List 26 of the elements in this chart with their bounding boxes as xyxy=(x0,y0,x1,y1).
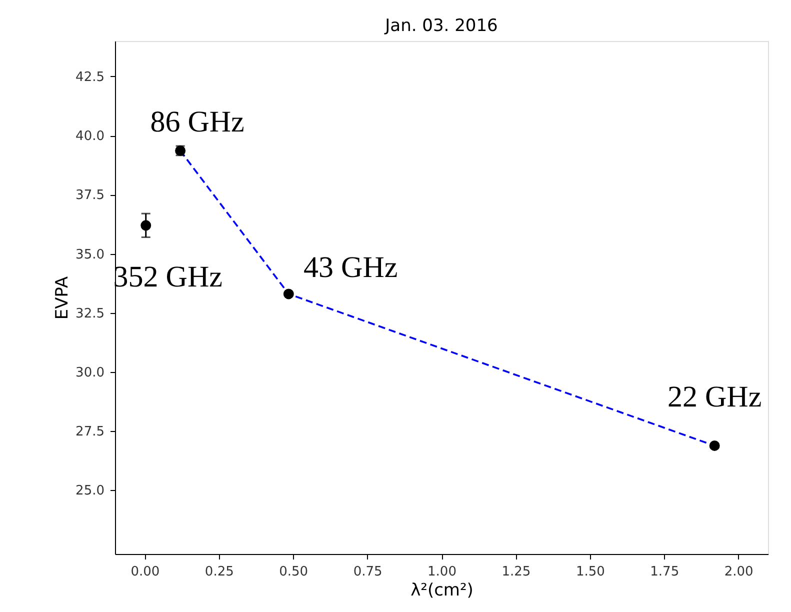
x-tick-label: 1.75 xyxy=(650,564,680,580)
y-tick-label: 25.0 xyxy=(76,484,104,499)
x-tick-label: 2.00 xyxy=(724,564,754,580)
y-tick-label: 40.0 xyxy=(76,129,104,144)
point xyxy=(709,440,720,451)
annotation: 22 GHz xyxy=(667,380,762,414)
x-tick-label: 0.25 xyxy=(204,564,234,580)
y-tick-label: 27.5 xyxy=(76,424,104,440)
annotation: 43 GHz xyxy=(304,250,398,284)
point xyxy=(140,220,152,231)
x-tick-label: 0.00 xyxy=(130,564,160,580)
y-tick-label: 37.5 xyxy=(76,188,104,204)
x-axis-title: λ²(cm²) xyxy=(410,580,474,600)
chart-title: Jan. 03. 2016 xyxy=(384,16,498,36)
x-tick-label: 1.50 xyxy=(576,564,605,580)
x-tick-label: 0.75 xyxy=(353,564,382,580)
y-tick-label: 32.5 xyxy=(76,306,104,322)
y-tick-label: 35.0 xyxy=(76,247,104,262)
annotation: 86 GHz xyxy=(150,106,244,139)
y-tick-label: 42.5 xyxy=(76,70,104,85)
x-tick-label: 1.25 xyxy=(502,564,531,580)
y-axis-title: EVPA xyxy=(52,276,73,320)
y-tick-label: 30.0 xyxy=(76,365,104,380)
point xyxy=(283,288,294,300)
x-tick-label: 1.00 xyxy=(428,564,456,580)
x-tick-label: 0.50 xyxy=(279,564,308,580)
